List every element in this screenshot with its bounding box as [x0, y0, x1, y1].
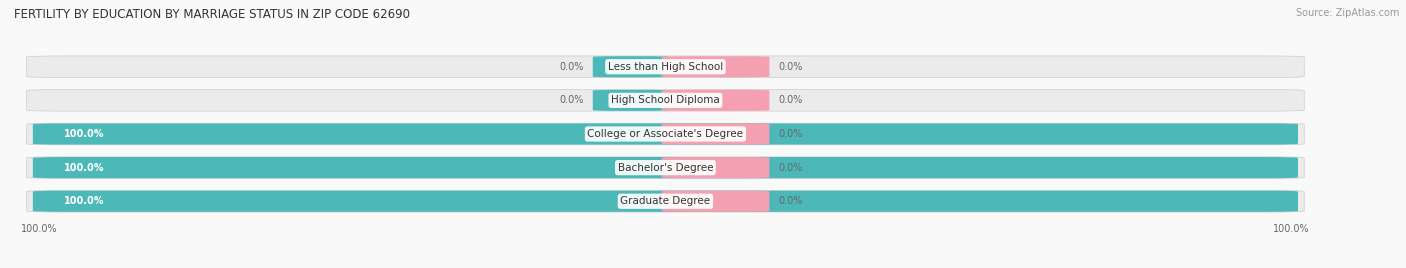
Text: High School Diploma: High School Diploma [612, 95, 720, 105]
Text: 0.0%: 0.0% [778, 62, 803, 72]
FancyBboxPatch shape [32, 191, 1298, 212]
FancyBboxPatch shape [32, 157, 1298, 178]
FancyBboxPatch shape [662, 124, 769, 144]
Text: 0.0%: 0.0% [560, 95, 583, 105]
Text: 100.0%: 100.0% [65, 129, 104, 139]
Text: FERTILITY BY EDUCATION BY MARRIAGE STATUS IN ZIP CODE 62690: FERTILITY BY EDUCATION BY MARRIAGE STATU… [14, 8, 411, 21]
FancyBboxPatch shape [662, 191, 769, 212]
Text: 100.0%: 100.0% [65, 196, 104, 206]
FancyBboxPatch shape [27, 56, 1305, 77]
FancyBboxPatch shape [662, 157, 769, 178]
FancyBboxPatch shape [27, 90, 1305, 111]
Text: 100.0%: 100.0% [65, 163, 104, 173]
Text: 0.0%: 0.0% [778, 129, 803, 139]
Text: 0.0%: 0.0% [778, 163, 803, 173]
Text: Source: ZipAtlas.com: Source: ZipAtlas.com [1295, 8, 1399, 18]
FancyBboxPatch shape [32, 123, 1298, 145]
Text: 0.0%: 0.0% [778, 196, 803, 206]
Text: Graduate Degree: Graduate Degree [620, 196, 710, 206]
Text: Less than High School: Less than High School [607, 62, 723, 72]
FancyBboxPatch shape [662, 90, 769, 111]
FancyBboxPatch shape [593, 90, 669, 111]
Text: 0.0%: 0.0% [560, 62, 583, 72]
FancyBboxPatch shape [27, 123, 1305, 145]
Text: 0.0%: 0.0% [778, 95, 803, 105]
FancyBboxPatch shape [593, 56, 669, 77]
FancyBboxPatch shape [27, 157, 1305, 178]
FancyBboxPatch shape [27, 191, 1305, 212]
Text: Bachelor's Degree: Bachelor's Degree [617, 163, 713, 173]
FancyBboxPatch shape [662, 56, 769, 77]
Text: College or Associate's Degree: College or Associate's Degree [588, 129, 744, 139]
